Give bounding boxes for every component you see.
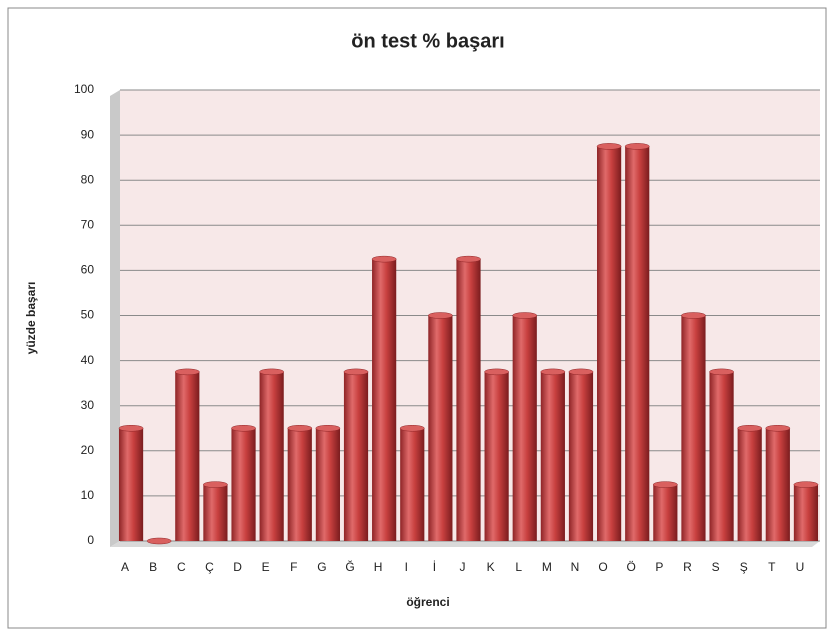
x-tick-label: E xyxy=(262,560,270,574)
bar-top xyxy=(371,255,397,263)
y-tick-label: 30 xyxy=(81,398,95,412)
bar xyxy=(540,371,565,541)
x-tick-label: Ğ xyxy=(345,559,354,574)
y-tick-label: 70 xyxy=(81,217,95,231)
bar-top xyxy=(596,143,622,150)
x-tick-label: I xyxy=(405,560,408,574)
bar xyxy=(512,315,537,541)
x-tick-label: D xyxy=(233,560,242,574)
bar-top xyxy=(315,425,341,432)
x-tick-label: R xyxy=(683,560,692,574)
x-tick-label: Ç xyxy=(205,560,214,574)
y-tick-label: 0 xyxy=(87,533,94,547)
x-tick-label: O xyxy=(598,560,607,574)
x-tick-label: G xyxy=(317,560,326,574)
bar xyxy=(765,428,790,541)
y-tick-label: 50 xyxy=(81,308,95,322)
y-tick-label: 20 xyxy=(81,443,95,457)
y-tick-label: 60 xyxy=(81,263,95,277)
bar xyxy=(315,428,340,541)
y-axis-label: yüzde başarı xyxy=(24,282,38,355)
bar xyxy=(175,371,200,541)
bar-top xyxy=(709,368,734,376)
y-tick-label: 80 xyxy=(81,172,95,186)
x-tick-label: Ş xyxy=(740,560,748,574)
x-tick-label: C xyxy=(177,560,186,574)
bar-top xyxy=(456,255,481,263)
bar-top xyxy=(484,368,509,376)
bar xyxy=(287,428,312,541)
bar-top xyxy=(428,312,453,319)
bar-top xyxy=(737,425,763,432)
bar xyxy=(625,146,650,541)
x-tick-label: S xyxy=(712,560,720,574)
x-tick-label: N xyxy=(571,560,580,574)
x-tick-label: F xyxy=(290,560,297,574)
x-tick-label: U xyxy=(796,560,805,574)
x-tick-label: Ö xyxy=(627,560,636,574)
x-tick-label: B xyxy=(149,560,157,574)
bar-top xyxy=(231,425,256,432)
side-wall xyxy=(110,90,120,547)
bar xyxy=(793,484,819,541)
bar-top xyxy=(174,368,200,376)
bar xyxy=(203,484,228,541)
bar xyxy=(118,428,144,541)
bar xyxy=(681,315,706,541)
bar-top xyxy=(259,368,285,376)
bar-top xyxy=(287,425,313,432)
y-tick-label: 90 xyxy=(81,127,95,141)
bar xyxy=(653,484,678,541)
x-tick-label: A xyxy=(121,560,129,574)
bar xyxy=(231,428,256,541)
bar-top xyxy=(624,143,650,150)
x-tick-label: H xyxy=(374,560,383,574)
bar-top xyxy=(512,312,538,319)
x-tick-label: J xyxy=(460,560,466,574)
bar xyxy=(709,371,734,541)
x-tick-label: P xyxy=(655,560,663,574)
bar xyxy=(484,371,509,541)
bar-top xyxy=(793,481,819,488)
bar xyxy=(400,428,425,541)
y-tick-label: 10 xyxy=(81,488,95,502)
bar-top xyxy=(540,368,566,376)
y-tick-label: 100 xyxy=(74,82,94,96)
x-tick-label: L xyxy=(515,560,522,574)
x-tick-label: İ xyxy=(433,560,436,574)
bar-top xyxy=(568,368,594,376)
bar-top xyxy=(203,481,228,488)
x-tick-label: K xyxy=(487,560,495,574)
bar-top xyxy=(343,368,369,376)
x-axis-label: öğrenci xyxy=(406,595,449,609)
bar-top xyxy=(765,425,791,432)
bar-top xyxy=(681,312,706,319)
bar-top xyxy=(146,537,172,545)
y-tick-label: 40 xyxy=(81,353,95,367)
bar xyxy=(428,315,453,541)
x-tick-label: M xyxy=(542,560,552,574)
bar xyxy=(259,371,284,541)
bar-top xyxy=(118,425,144,432)
bar xyxy=(737,428,762,541)
x-tick-label: T xyxy=(768,560,776,574)
bar-top xyxy=(399,425,425,432)
bar xyxy=(343,371,369,541)
floor xyxy=(110,541,820,547)
bar xyxy=(456,259,481,541)
bar xyxy=(568,371,594,541)
bar-top xyxy=(652,481,678,488)
chart-title: ön test % başarı xyxy=(351,30,504,52)
bar xyxy=(372,259,397,541)
bar xyxy=(597,146,622,541)
